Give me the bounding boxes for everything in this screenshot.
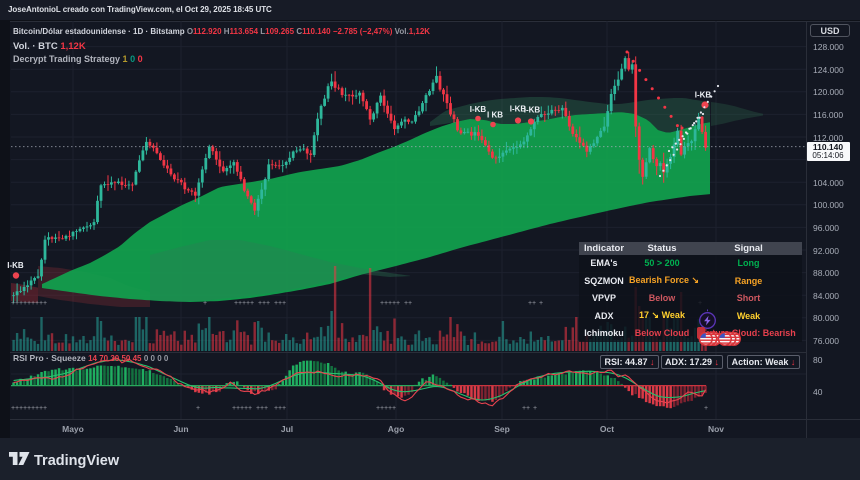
svg-text:TradingView: TradingView <box>34 453 120 469</box>
svg-text:+: + <box>278 405 282 412</box>
svg-text:+: + <box>196 405 200 412</box>
svg-text:+: + <box>11 300 15 307</box>
svg-text:+: + <box>244 405 248 412</box>
svg-text:+: + <box>376 405 380 412</box>
svg-text:+: + <box>27 300 31 307</box>
svg-text:+: + <box>31 300 35 307</box>
svg-text:+: + <box>39 405 43 412</box>
svg-text:+: + <box>260 405 264 412</box>
svg-text:+: + <box>15 405 19 412</box>
svg-text:I-KB: I-KB <box>7 261 24 270</box>
svg-text:+: + <box>264 405 268 412</box>
svg-text:+: + <box>522 405 526 412</box>
svg-text:+: + <box>236 405 240 412</box>
svg-text:+: + <box>380 405 384 412</box>
svg-text:+: + <box>278 300 282 307</box>
svg-text:+: + <box>532 300 536 307</box>
svg-text:+: + <box>258 300 262 307</box>
svg-text:+: + <box>39 300 43 307</box>
svg-text:+: + <box>388 300 392 307</box>
svg-text:+: + <box>380 300 384 307</box>
svg-text:+: + <box>11 405 15 412</box>
svg-text:+: + <box>404 300 408 307</box>
svg-text:+: + <box>408 300 412 307</box>
svg-text:+: + <box>526 405 530 412</box>
svg-text:+: + <box>392 300 396 307</box>
svg-text:+: + <box>27 405 31 412</box>
svg-text:+: + <box>274 405 278 412</box>
svg-text:+: + <box>43 405 47 412</box>
svg-text:+: + <box>274 300 278 307</box>
svg-text:+: + <box>15 300 19 307</box>
svg-text:+: + <box>23 300 27 307</box>
svg-text:+: + <box>240 405 244 412</box>
svg-text:I KB: I KB <box>487 111 503 120</box>
svg-text:I-KB: I-KB <box>510 105 527 114</box>
svg-text:+: + <box>203 300 207 307</box>
svg-text:+: + <box>35 300 39 307</box>
svg-text:+: + <box>384 405 388 412</box>
svg-text:+: + <box>704 405 708 412</box>
svg-text:+: + <box>19 300 23 307</box>
svg-text:I-KB: I-KB <box>695 91 712 100</box>
svg-text:+: + <box>43 300 47 307</box>
svg-text:+: + <box>246 300 250 307</box>
svg-text:+: + <box>23 405 27 412</box>
svg-text:+: + <box>392 405 396 412</box>
svg-text:+: + <box>238 300 242 307</box>
svg-text:+: + <box>266 300 270 307</box>
svg-text:+: + <box>248 405 252 412</box>
svg-text:+: + <box>234 300 238 307</box>
svg-text:+: + <box>282 405 286 412</box>
svg-text:+: + <box>388 405 392 412</box>
svg-text:I-KB: I-KB <box>470 105 487 114</box>
svg-text:+: + <box>528 300 532 307</box>
svg-text:+: + <box>250 300 254 307</box>
svg-text:+: + <box>539 300 543 307</box>
svg-text:I-KB: I-KB <box>524 106 541 115</box>
svg-text:+: + <box>35 405 39 412</box>
svg-text:+: + <box>262 300 266 307</box>
svg-text:+: + <box>31 405 35 412</box>
svg-text:+: + <box>533 405 537 412</box>
svg-text:+: + <box>242 300 246 307</box>
svg-text:+: + <box>19 405 23 412</box>
svg-text:+: + <box>396 300 400 307</box>
svg-text:+: + <box>384 300 388 307</box>
svg-text:+: + <box>256 405 260 412</box>
svg-text:+: + <box>282 300 286 307</box>
svg-text:+: + <box>232 405 236 412</box>
